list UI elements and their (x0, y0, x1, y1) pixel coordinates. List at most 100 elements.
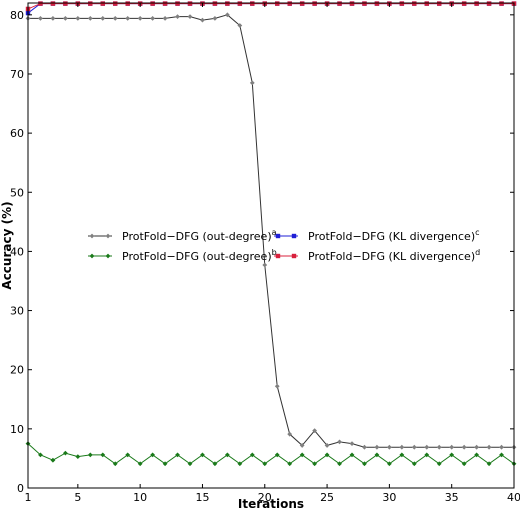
x-tick-label: 30 (382, 491, 396, 504)
data-point (187, 1, 193, 6)
y-tick-label: 50 (10, 186, 24, 199)
data-point (38, 1, 43, 6)
data-point (249, 80, 255, 86)
data-point (386, 444, 392, 450)
data-point (175, 1, 180, 6)
data-point (299, 443, 305, 448)
data-point (38, 15, 43, 21)
data-point (262, 262, 268, 268)
legend-marker (275, 233, 281, 239)
x-tick-label: 40 (507, 491, 520, 504)
data-point (62, 450, 68, 456)
y-tick-label: 70 (10, 68, 24, 81)
data-point (274, 452, 280, 458)
data-point (349, 1, 355, 6)
data-point (87, 452, 93, 458)
legend-marker (89, 233, 95, 239)
legend-superscript: a (272, 228, 277, 237)
data-point (437, 1, 442, 6)
data-point (362, 444, 367, 450)
data-point (312, 1, 317, 6)
legend-label: ProtFold−DFG (KL divergence)d (308, 248, 480, 263)
data-point (499, 1, 504, 6)
data-point (461, 1, 467, 6)
data-point (100, 452, 106, 458)
series-line (28, 14, 514, 448)
y-tick-label: 30 (10, 305, 24, 318)
legend-marker (291, 233, 297, 239)
data-point (337, 439, 342, 445)
data-point (87, 15, 93, 21)
data-point (324, 452, 330, 458)
data-point (212, 1, 218, 6)
data-point (225, 1, 230, 6)
series-layer (25, 1, 517, 467)
data-point (212, 461, 218, 467)
x-tick-label: 35 (445, 491, 459, 504)
data-point (262, 461, 268, 467)
data-point (299, 1, 305, 6)
data-point (399, 1, 405, 6)
data-point (237, 1, 243, 6)
data-point (212, 15, 218, 21)
legend-item-2: ProtFold−DFG (out-degree)b (88, 248, 277, 263)
x-axis-label: Iterations (238, 497, 304, 511)
data-point (349, 441, 355, 447)
data-point (137, 15, 143, 21)
y-tick-label: 80 (10, 9, 24, 22)
legend-marker (275, 253, 281, 259)
x-tick-label: 10 (133, 491, 147, 504)
plot-frame (27, 2, 515, 489)
legend-marker (105, 233, 111, 239)
x-tick-label: 25 (320, 491, 334, 504)
legend-marker (89, 253, 95, 259)
legend-label: ProtFold−DFG (out-degree)a (122, 228, 277, 243)
series-4 (25, 1, 517, 12)
data-point (187, 461, 193, 467)
data-point (275, 1, 280, 6)
data-point (200, 452, 205, 458)
data-point (474, 444, 480, 450)
data-point (411, 444, 417, 450)
data-point (424, 1, 429, 6)
data-point (150, 452, 156, 458)
data-point (162, 461, 168, 467)
data-point (175, 452, 180, 458)
data-point (411, 461, 417, 467)
y-tick-label: 60 (10, 127, 24, 140)
data-point (461, 444, 467, 450)
data-point (125, 452, 131, 458)
series-2 (25, 441, 517, 467)
data-point (474, 1, 479, 6)
data-point (436, 461, 442, 467)
data-point (50, 15, 56, 21)
data-point (499, 444, 504, 450)
data-point (287, 461, 293, 467)
data-point (224, 452, 230, 458)
data-point (449, 444, 455, 450)
data-point (436, 444, 442, 450)
y-tick-label: 10 (10, 423, 24, 436)
data-point (224, 12, 230, 18)
data-point (200, 17, 205, 23)
data-point (162, 15, 168, 21)
data-point (337, 1, 342, 6)
data-point (287, 1, 292, 6)
legend-superscript: c (475, 228, 479, 237)
legend-marker (291, 253, 297, 259)
data-point (299, 452, 305, 458)
data-point (324, 443, 330, 448)
legend: ProtFold−DFG (out-degree)a ProtFold−DFG (… (88, 228, 480, 263)
data-point (237, 461, 243, 467)
series-line (27, 3, 514, 10)
data-point (112, 461, 118, 467)
data-point (249, 452, 255, 458)
data-point (412, 1, 417, 6)
legend-label: ProtFold−DFG (out-degree)b (122, 248, 277, 263)
data-point (88, 1, 93, 6)
legend-label: ProtFold−DFG (KL divergence)c (308, 228, 480, 243)
data-point (150, 1, 155, 6)
data-point (486, 1, 492, 6)
